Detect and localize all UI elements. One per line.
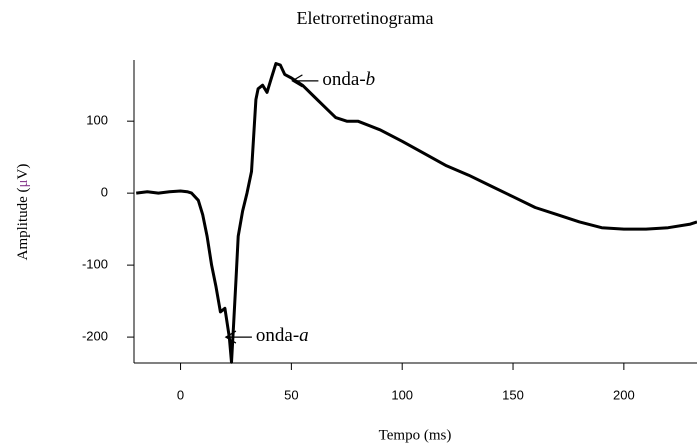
annotation: onda-b — [322, 69, 375, 90]
x-tick-label: 150 — [502, 387, 524, 402]
annotation-part: onda- — [322, 69, 365, 90]
y-axis-label: Amplitude (μV) — [15, 164, 31, 261]
annotation: onda-a — [256, 325, 309, 346]
annotation-part: b — [366, 69, 376, 90]
annotation-part: a — [299, 325, 309, 346]
x-tick-label: 200 — [613, 387, 635, 402]
y-tick-label: 0 — [101, 185, 108, 200]
data-line — [136, 62, 697, 364]
x-axis-label: Tempo (ms) — [379, 427, 452, 443]
annotation-part: onda- — [256, 325, 299, 346]
x-tick-label: 50 — [284, 387, 298, 402]
chart-title: Eletrorretinograma — [297, 8, 434, 28]
annotation-arrow — [224, 330, 252, 344]
x-tick-label: 0 — [177, 387, 184, 402]
x-tick-label: 100 — [391, 387, 413, 402]
y-label-part: V) — [15, 164, 31, 180]
y-tick-label: -200 — [82, 329, 108, 344]
y-label-part: μ — [15, 179, 31, 187]
y-label-part: Amplitude ( — [15, 187, 31, 260]
annotation-arrow — [291, 74, 319, 88]
y-tick-label: 100 — [86, 113, 108, 128]
y-tick-label: -100 — [82, 257, 108, 272]
